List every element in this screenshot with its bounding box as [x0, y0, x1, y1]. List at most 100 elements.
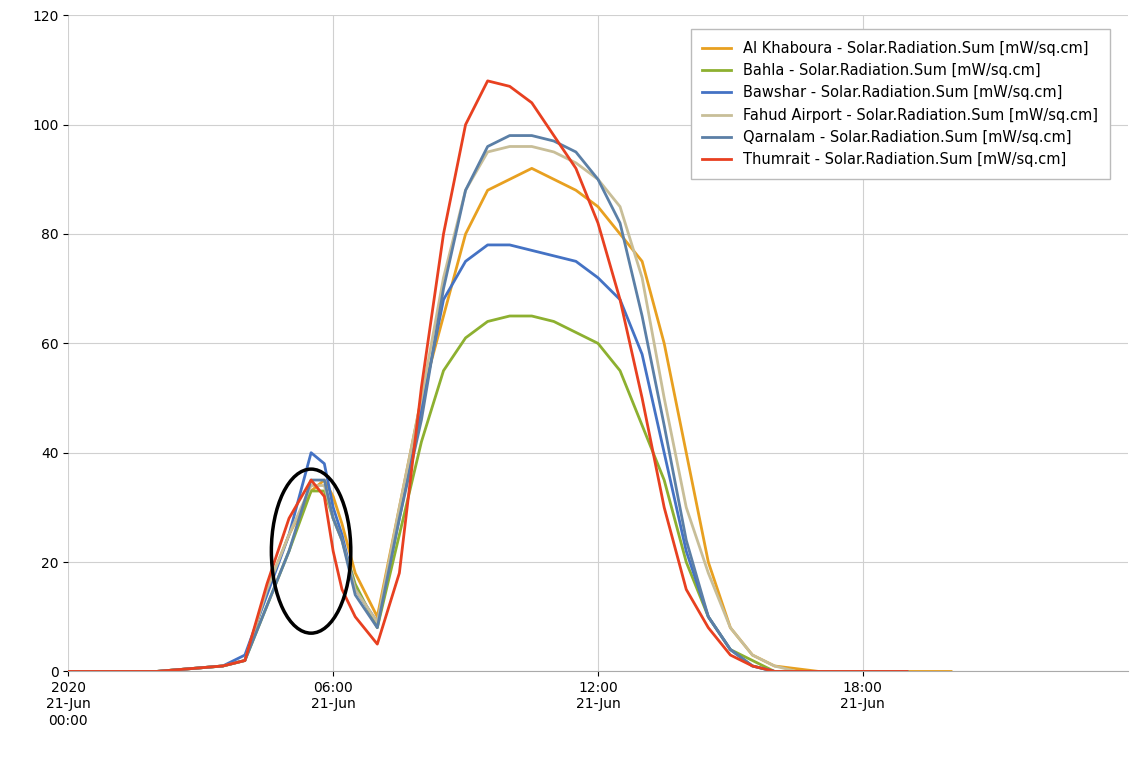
Al Khaboura - Solar.Radiation.Sum [mW/sq.cm] [62, 667, 75, 676]
Qarnalam - Solar.Radiation.Sum [mW/sq.cm] [591, 175, 605, 184]
Bahla - Solar.Radiation.Sum [mW/sq.cm] [260, 601, 273, 610]
Bahla - Solar.Radiation.Sum [mW/sq.cm] [503, 311, 517, 320]
Thumrait - Solar.Radiation.Sum [mW/sq.cm] [349, 612, 362, 621]
Fahud Airport - Solar.Radiation.Sum [mW/sq.cm] [789, 667, 803, 676]
Qarnalam - Solar.Radiation.Sum [mW/sq.cm] [393, 513, 407, 523]
Al Khaboura - Solar.Radiation.Sum [mW/sq.cm] [335, 519, 349, 528]
Qarnalam - Solar.Radiation.Sum [mW/sq.cm] [335, 536, 349, 545]
Thumrait - Solar.Radiation.Sum [mW/sq.cm] [812, 667, 826, 676]
Al Khaboura - Solar.Radiation.Sum [mW/sq.cm] [591, 202, 605, 211]
Bawshar - Solar.Radiation.Sum [mW/sq.cm] [327, 503, 341, 512]
Bawshar - Solar.Radiation.Sum [mW/sq.cm] [746, 662, 760, 671]
Al Khaboura - Solar.Radiation.Sum [mW/sq.cm] [525, 164, 539, 173]
Fahud Airport - Solar.Radiation.Sum [mW/sq.cm] [370, 618, 384, 627]
Al Khaboura - Solar.Radiation.Sum [mW/sq.cm] [812, 667, 826, 676]
Fahud Airport - Solar.Radiation.Sum [mW/sq.cm] [216, 662, 230, 671]
Qarnalam - Solar.Radiation.Sum [mW/sq.cm] [481, 142, 494, 151]
Al Khaboura - Solar.Radiation.Sum [mW/sq.cm] [503, 175, 517, 184]
Thumrait - Solar.Radiation.Sum [mW/sq.cm] [702, 623, 715, 633]
Qarnalam - Solar.Radiation.Sum [mW/sq.cm] [436, 284, 450, 293]
Bahla - Solar.Radiation.Sum [mW/sq.cm] [591, 339, 605, 348]
Bahla - Solar.Radiation.Sum [mW/sq.cm] [657, 475, 671, 485]
Qarnalam - Solar.Radiation.Sum [mW/sq.cm] [327, 513, 341, 523]
Al Khaboura - Solar.Radiation.Sum [mW/sq.cm] [415, 394, 428, 403]
Bawshar - Solar.Radiation.Sum [mW/sq.cm] [591, 273, 605, 282]
Bawshar - Solar.Radiation.Sum [mW/sq.cm] [238, 650, 252, 659]
Bahla - Solar.Radiation.Sum [mW/sq.cm] [304, 487, 318, 496]
Bahla - Solar.Radiation.Sum [mW/sq.cm] [481, 317, 494, 326]
Line: Fahud Airport - Solar.Radiation.Sum [mW/sq.cm]: Fahud Airport - Solar.Radiation.Sum [mW/… [68, 146, 907, 671]
Al Khaboura - Solar.Radiation.Sum [mW/sq.cm] [318, 475, 331, 485]
Al Khaboura - Solar.Radiation.Sum [mW/sq.cm] [436, 311, 450, 320]
Thumrait - Solar.Radiation.Sum [mW/sq.cm] [238, 656, 252, 665]
Fahud Airport - Solar.Radiation.Sum [mW/sq.cm] [723, 623, 737, 633]
Qarnalam - Solar.Radiation.Sum [mW/sq.cm] [723, 645, 737, 654]
Qarnalam - Solar.Radiation.Sum [mW/sq.cm] [415, 415, 428, 424]
Bawshar - Solar.Radiation.Sum [mW/sq.cm] [318, 459, 331, 468]
Bahla - Solar.Radiation.Sum [mW/sq.cm] [857, 667, 870, 676]
Al Khaboura - Solar.Radiation.Sum [mW/sq.cm] [481, 185, 494, 195]
Thumrait - Solar.Radiation.Sum [mW/sq.cm] [150, 667, 164, 676]
Fahud Airport - Solar.Radiation.Sum [mW/sq.cm] [525, 142, 539, 151]
Fahud Airport - Solar.Radiation.Sum [mW/sq.cm] [570, 158, 583, 167]
Qarnalam - Solar.Radiation.Sum [mW/sq.cm] [459, 185, 473, 195]
Al Khaboura - Solar.Radiation.Sum [mW/sq.cm] [547, 175, 560, 184]
Qarnalam - Solar.Radiation.Sum [mW/sq.cm] [503, 131, 517, 140]
Bahla - Solar.Radiation.Sum [mW/sq.cm] [768, 667, 781, 676]
Fahud Airport - Solar.Radiation.Sum [mW/sq.cm] [349, 584, 362, 594]
Fahud Airport - Solar.Radiation.Sum [mW/sq.cm] [238, 656, 252, 665]
Bahla - Solar.Radiation.Sum [mW/sq.cm] [318, 487, 331, 496]
Bahla - Solar.Radiation.Sum [mW/sq.cm] [723, 645, 737, 654]
Bahla - Solar.Radiation.Sum [mW/sq.cm] [370, 623, 384, 633]
Fahud Airport - Solar.Radiation.Sum [mW/sq.cm] [459, 185, 473, 195]
Thumrait - Solar.Radiation.Sum [mW/sq.cm] [370, 639, 384, 649]
Thumrait - Solar.Radiation.Sum [mW/sq.cm] [503, 82, 517, 91]
Fahud Airport - Solar.Radiation.Sum [mW/sq.cm] [503, 142, 517, 151]
Bawshar - Solar.Radiation.Sum [mW/sq.cm] [349, 584, 362, 594]
Fahud Airport - Solar.Radiation.Sum [mW/sq.cm] [150, 667, 164, 676]
Bawshar - Solar.Radiation.Sum [mW/sq.cm] [503, 240, 517, 250]
Bahla - Solar.Radiation.Sum [mW/sq.cm] [702, 612, 715, 621]
Bahla - Solar.Radiation.Sum [mW/sq.cm] [335, 536, 349, 545]
Fahud Airport - Solar.Radiation.Sum [mW/sq.cm] [260, 584, 273, 594]
Al Khaboura - Solar.Radiation.Sum [mW/sq.cm] [150, 667, 164, 676]
Fahud Airport - Solar.Radiation.Sum [mW/sq.cm] [591, 175, 605, 184]
Qarnalam - Solar.Radiation.Sum [mW/sq.cm] [304, 475, 318, 485]
Fahud Airport - Solar.Radiation.Sum [mW/sq.cm] [393, 503, 407, 512]
Bahla - Solar.Radiation.Sum [mW/sq.cm] [636, 421, 649, 430]
Thumrait - Solar.Radiation.Sum [mW/sq.cm] [62, 667, 75, 676]
Thumrait - Solar.Radiation.Sum [mW/sq.cm] [723, 650, 737, 659]
Bahla - Solar.Radiation.Sum [mW/sq.cm] [282, 546, 296, 555]
Bahla - Solar.Radiation.Sum [mW/sq.cm] [459, 333, 473, 343]
Bahla - Solar.Radiation.Sum [mW/sq.cm] [62, 667, 75, 676]
Fahud Airport - Solar.Radiation.Sum [mW/sq.cm] [702, 568, 715, 578]
Thumrait - Solar.Radiation.Sum [mW/sq.cm] [591, 218, 605, 227]
Al Khaboura - Solar.Radiation.Sum [mW/sq.cm] [768, 662, 781, 671]
Qarnalam - Solar.Radiation.Sum [mW/sq.cm] [370, 623, 384, 633]
Fahud Airport - Solar.Radiation.Sum [mW/sq.cm] [318, 481, 331, 490]
Fahud Airport - Solar.Radiation.Sum [mW/sq.cm] [613, 202, 626, 211]
Thumrait - Solar.Radiation.Sum [mW/sq.cm] [525, 98, 539, 108]
Al Khaboura - Solar.Radiation.Sum [mW/sq.cm] [304, 487, 318, 496]
Fahud Airport - Solar.Radiation.Sum [mW/sq.cm] [768, 662, 781, 671]
Al Khaboura - Solar.Radiation.Sum [mW/sq.cm] [238, 656, 252, 665]
Bawshar - Solar.Radiation.Sum [mW/sq.cm] [62, 667, 75, 676]
Qarnalam - Solar.Radiation.Sum [mW/sq.cm] [636, 311, 649, 320]
Thumrait - Solar.Radiation.Sum [mW/sq.cm] [335, 584, 349, 594]
Fahud Airport - Solar.Radiation.Sum [mW/sq.cm] [746, 650, 760, 659]
Qarnalam - Solar.Radiation.Sum [mW/sq.cm] [282, 546, 296, 555]
Bawshar - Solar.Radiation.Sum [mW/sq.cm] [335, 530, 349, 539]
Al Khaboura - Solar.Radiation.Sum [mW/sq.cm] [370, 612, 384, 621]
Fahud Airport - Solar.Radiation.Sum [mW/sq.cm] [900, 667, 913, 676]
Bawshar - Solar.Radiation.Sum [mW/sq.cm] [900, 667, 913, 676]
Fahud Airport - Solar.Radiation.Sum [mW/sq.cm] [857, 667, 870, 676]
Qarnalam - Solar.Radiation.Sum [mW/sq.cm] [613, 218, 626, 227]
Al Khaboura - Solar.Radiation.Sum [mW/sq.cm] [260, 584, 273, 594]
Fahud Airport - Solar.Radiation.Sum [mW/sq.cm] [636, 273, 649, 282]
Line: Qarnalam - Solar.Radiation.Sum [mW/sq.cm]: Qarnalam - Solar.Radiation.Sum [mW/sq.cm… [68, 136, 907, 671]
Bawshar - Solar.Radiation.Sum [mW/sq.cm] [436, 295, 450, 304]
Bawshar - Solar.Radiation.Sum [mW/sq.cm] [768, 667, 781, 676]
Bawshar - Solar.Radiation.Sum [mW/sq.cm] [525, 246, 539, 255]
Thumrait - Solar.Radiation.Sum [mW/sq.cm] [415, 382, 428, 391]
Bawshar - Solar.Radiation.Sum [mW/sq.cm] [613, 295, 626, 304]
